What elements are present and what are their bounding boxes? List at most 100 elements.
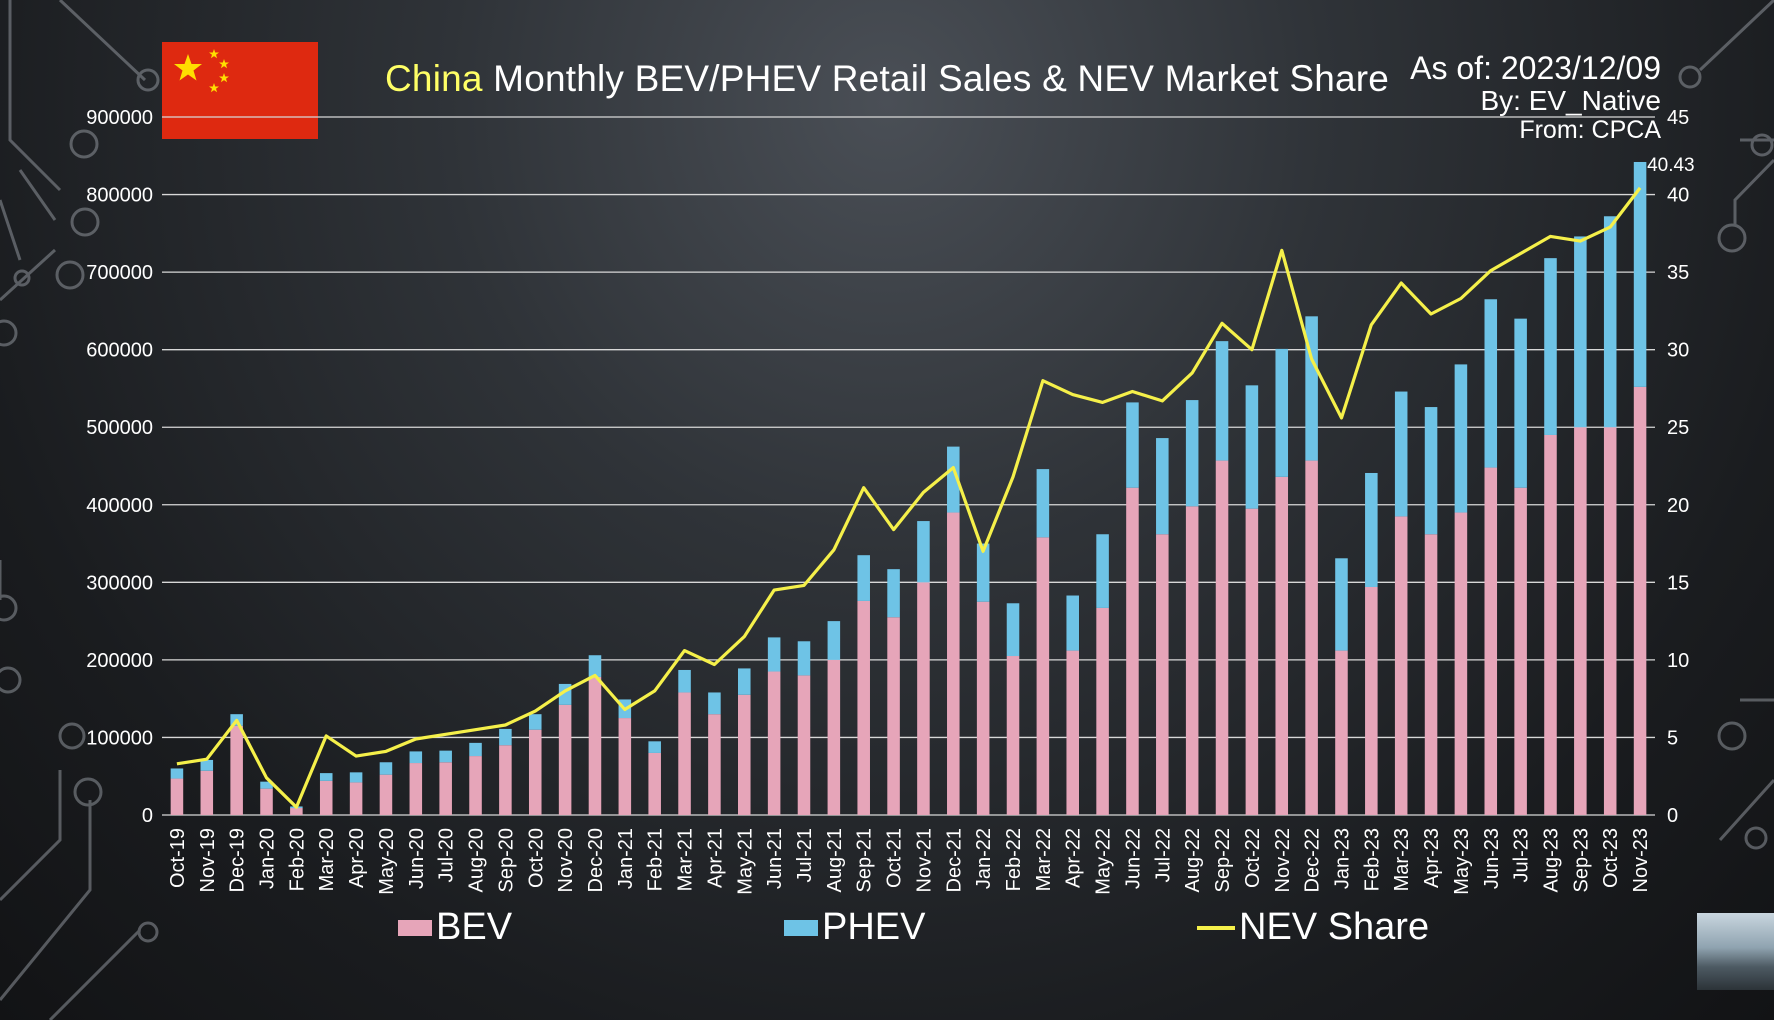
bar-bev bbox=[648, 752, 661, 815]
x-tick-label: Oct-19 bbox=[167, 828, 189, 888]
chart-legend: BEV PHEV NEV Share bbox=[0, 906, 1774, 956]
x-tick-label: Oct-23 bbox=[1600, 828, 1622, 888]
x-tick-label: Feb-21 bbox=[645, 828, 667, 891]
bar-bev bbox=[469, 756, 482, 815]
legend-share: NEV Share bbox=[1197, 906, 1429, 949]
y2-tick-label: 45 bbox=[1667, 107, 1689, 129]
video-thumbnail[interactable] bbox=[1697, 913, 1774, 990]
x-tick-label: Jul-22 bbox=[1152, 828, 1174, 882]
y2-tick-label: 15 bbox=[1667, 572, 1689, 594]
bar-phev bbox=[678, 669, 691, 693]
x-tick-label: Sep-22 bbox=[1212, 828, 1234, 893]
x-tick-label: Mar-23 bbox=[1391, 828, 1413, 891]
x-tick-label: Aug-21 bbox=[824, 828, 846, 893]
bar-phev bbox=[737, 668, 751, 695]
x-tick-label: Dec-20 bbox=[585, 828, 607, 892]
x-tick-label: Mar-21 bbox=[675, 828, 697, 891]
x-tick-label: Nov-19 bbox=[197, 828, 219, 892]
x-tick-label: May-20 bbox=[376, 828, 398, 895]
bar-phev bbox=[1514, 318, 1527, 488]
bar-phev bbox=[1574, 236, 1587, 428]
x-tick-label: Sep-21 bbox=[854, 828, 876, 893]
bar-bev bbox=[976, 601, 990, 815]
share-line-swatch bbox=[1197, 925, 1235, 930]
bar-bev bbox=[1454, 512, 1468, 815]
bar-bev bbox=[618, 718, 632, 815]
as-of-date: As of: 2023/12/09 bbox=[1410, 50, 1661, 86]
china-flag-icon bbox=[162, 42, 318, 139]
bar-phev bbox=[827, 621, 841, 660]
y-tick-label: 200000 bbox=[86, 650, 153, 672]
legend-bev-label: BEV bbox=[436, 906, 513, 948]
bar-phev bbox=[947, 446, 960, 513]
bar-bev bbox=[1126, 487, 1139, 815]
x-tick-label: Apr-20 bbox=[346, 828, 368, 888]
bar-bev bbox=[1305, 460, 1318, 815]
bar-bev bbox=[499, 745, 512, 815]
x-tick-label: Apr-21 bbox=[704, 828, 726, 888]
bar-phev bbox=[1066, 595, 1080, 651]
bar-phev bbox=[349, 772, 363, 783]
author-credit: By: EV_Native bbox=[1480, 85, 1661, 116]
x-tick-label: Dec-21 bbox=[943, 828, 965, 892]
x-tick-label: Nov-23 bbox=[1630, 828, 1652, 892]
bar-bev bbox=[708, 714, 721, 815]
bar-bev bbox=[887, 617, 900, 815]
y2-tick-label: 25 bbox=[1667, 417, 1689, 439]
x-tick-label: Jul-23 bbox=[1511, 828, 1533, 882]
x-tick-label: Jul-20 bbox=[436, 828, 458, 882]
bar-bev bbox=[1484, 467, 1498, 815]
bar-phev bbox=[170, 768, 184, 779]
x-tick-label: May-21 bbox=[734, 828, 756, 895]
bar-bev bbox=[1394, 516, 1408, 815]
bar-bev bbox=[1215, 460, 1229, 815]
bar-phev bbox=[379, 762, 393, 775]
bar-phev bbox=[1036, 469, 1050, 538]
x-tick-label: Oct-22 bbox=[1242, 828, 1264, 888]
bar-phev bbox=[439, 750, 452, 763]
y-tick-label: 700000 bbox=[86, 262, 153, 284]
y2-tick-label: 10 bbox=[1667, 650, 1689, 672]
x-tick-label: Jan-21 bbox=[615, 828, 637, 889]
x-tick-label: Dec-22 bbox=[1302, 828, 1324, 892]
y2-tick-label: 0 bbox=[1667, 805, 1678, 827]
bar-phev bbox=[1424, 407, 1438, 535]
bar-phev bbox=[1365, 472, 1378, 587]
bar-bev bbox=[797, 675, 811, 815]
source-info: As of: 2023/12/09 By: EV_Native From: CP… bbox=[1410, 50, 1661, 144]
bar-bev bbox=[528, 729, 542, 815]
y-tick-label: 400000 bbox=[86, 495, 153, 517]
x-tick-label: Nov-22 bbox=[1272, 828, 1294, 892]
y2-tick-label: 5 bbox=[1667, 727, 1678, 749]
bar-bev bbox=[200, 770, 214, 815]
bar-bev bbox=[678, 692, 691, 815]
bar-bev bbox=[917, 582, 930, 815]
bar-phev bbox=[499, 728, 512, 746]
bar-bev bbox=[947, 512, 960, 815]
y-tick-label: 800000 bbox=[86, 185, 153, 207]
x-tick-label: Oct-20 bbox=[525, 828, 547, 888]
bar-phev bbox=[1006, 603, 1020, 657]
x-tick-label: Dec-19 bbox=[227, 828, 249, 892]
bar-bev bbox=[1275, 476, 1289, 815]
x-tick-label: Sep-20 bbox=[495, 828, 517, 893]
bar-bev bbox=[1006, 656, 1020, 815]
bar-bev bbox=[379, 774, 393, 815]
bar-bev bbox=[170, 778, 184, 815]
y-tick-label: 0 bbox=[142, 805, 153, 827]
data-source: From: CPCA bbox=[1519, 116, 1661, 144]
share-data-label: 40.43 bbox=[1647, 155, 1695, 176]
x-tick-label: Jun-23 bbox=[1481, 828, 1503, 889]
x-tick-label: Jan-22 bbox=[973, 828, 995, 889]
y2-tick-label: 35 bbox=[1667, 262, 1689, 284]
bar-bev bbox=[827, 659, 841, 815]
y-tick-label: 500000 bbox=[86, 417, 153, 439]
x-tick-label: Feb-22 bbox=[1003, 828, 1025, 891]
bar-phev bbox=[1633, 161, 1647, 387]
x-tick-label: Aug-22 bbox=[1182, 828, 1204, 893]
bar-bev bbox=[1514, 487, 1527, 815]
bar-bev bbox=[1365, 586, 1378, 815]
x-tick-label: Sep-23 bbox=[1570, 828, 1592, 893]
